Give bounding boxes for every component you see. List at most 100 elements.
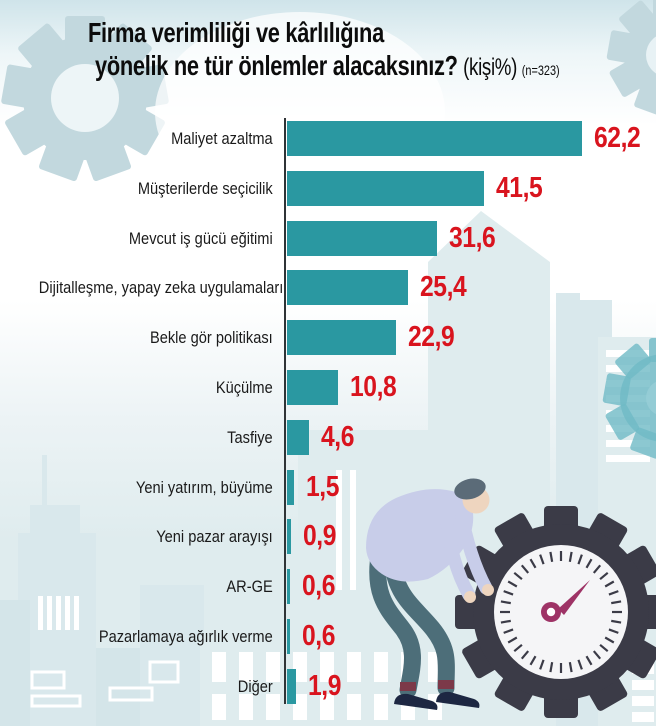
- window-shape: [606, 440, 650, 447]
- chart-title-line1: Firma verimliliği ve kârlılığına: [88, 17, 384, 48]
- window-shape: [212, 694, 226, 720]
- window-shape: [266, 694, 280, 720]
- axis-line: [284, 118, 286, 704]
- category-label: Tasfiye: [227, 427, 273, 447]
- gauge-tick: [549, 551, 554, 562]
- bar: [287, 569, 290, 605]
- window-shape: [606, 455, 650, 462]
- window-shape: [320, 652, 334, 682]
- value-label: 4,6: [320, 420, 354, 453]
- gauge-tick: [520, 650, 530, 660]
- gear-icon: [606, 0, 656, 116]
- worker-arm: [439, 507, 476, 602]
- building-windows: [336, 470, 356, 590]
- category-label: AR-GE: [226, 577, 273, 597]
- bar: [287, 320, 396, 356]
- gauge-tick: [599, 643, 609, 653]
- gauge-tick: [529, 655, 537, 666]
- window-shape: [56, 596, 61, 630]
- chart-title-text: yönelik ne tür önlemler alacaksınız?: [95, 50, 458, 81]
- gauge-tick: [592, 650, 602, 660]
- bar: [287, 220, 438, 256]
- window-shape: [320, 694, 334, 720]
- gauge-tick: [604, 580, 615, 588]
- window-shape: [347, 694, 361, 720]
- value-label: 1,9: [308, 669, 342, 702]
- window-shape: [266, 652, 280, 682]
- gauge-tick: [585, 558, 593, 569]
- gauge-tick: [500, 600, 511, 605]
- gauge-tick: [539, 554, 545, 565]
- bar-row: Bekle gör politikası 22,9: [0, 320, 656, 356]
- gauge-tick: [507, 580, 518, 588]
- gauge-tick: [577, 659, 583, 670]
- bar-row: Diğer 1,9: [0, 668, 656, 704]
- value-label: 1,5: [306, 470, 340, 503]
- worker-illustration: [366, 478, 494, 710]
- gauge-tick: [599, 571, 609, 581]
- window-shape: [632, 712, 654, 722]
- worker-leg: [383, 543, 455, 697]
- gauge-tick: [513, 643, 523, 653]
- category-label: Mevcut iş gücü eğitimi: [128, 228, 273, 248]
- bar-row: Küçülme 10,8: [0, 370, 656, 405]
- gauge-tick: [611, 600, 622, 605]
- bar: [287, 469, 295, 505]
- bar: [287, 270, 408, 306]
- chart-title-line2: yönelik ne tür önlemler alacaksınız? (kiş…: [88, 49, 560, 87]
- bar: [287, 519, 292, 555]
- gauge-tick: [577, 554, 583, 565]
- category-label: Yeni yatırım, büyüme: [135, 477, 273, 497]
- value-label: 0,6: [302, 620, 336, 652]
- building-windows: [30, 660, 180, 708]
- unit-note: (kişi%): [463, 54, 518, 81]
- value-label: 62,2: [594, 122, 641, 154]
- bar-row: Yeni yatırım, büyüme 1,5: [0, 469, 656, 505]
- gauge-tick: [539, 659, 545, 670]
- gear-icon: [602, 338, 656, 459]
- bar-row: Tasfiye 4,6: [0, 419, 656, 455]
- category-label: Dijitalleşme, yapay zeka uygulamaları: [38, 278, 284, 298]
- bar-row: Yeni pazar arayışı 0,9: [0, 519, 656, 555]
- gauge-tick: [568, 662, 573, 673]
- window-shape: [38, 596, 43, 630]
- gauge-tick: [513, 571, 523, 581]
- building: [140, 585, 204, 726]
- worker-shoe: [394, 693, 438, 710]
- chart-header: Firma verimliliği ve kârlılığına yönelik…: [88, 16, 656, 87]
- window-shape: [374, 694, 388, 720]
- sample-size-note: (n=323): [521, 62, 560, 78]
- window-shape: [239, 694, 253, 720]
- gauge-tick: [503, 628, 514, 634]
- gauge-gear-icon: [455, 506, 656, 718]
- gear-icon: [1, 16, 169, 182]
- gear-icon: [1, 0, 656, 182]
- window-shape: [632, 680, 654, 690]
- worker-shoe: [436, 691, 480, 708]
- gauge-needle-icon: [558, 580, 590, 615]
- window-shape: [632, 696, 654, 706]
- bar: [287, 419, 309, 455]
- worker-leg: [369, 541, 421, 699]
- gauge-tick: [549, 662, 554, 673]
- category-label: Diğer: [237, 676, 273, 696]
- window-shape: [239, 652, 253, 682]
- worker-hair: [454, 478, 486, 500]
- highlight-circle: [155, 12, 445, 212]
- bar: [287, 668, 297, 704]
- gauge-tick: [507, 636, 518, 644]
- window-shape: [65, 596, 70, 630]
- category-label: Yeni pazar arayışı: [156, 527, 273, 547]
- bar: [287, 121, 583, 156]
- bar-row: Dijitalleşme, yapay zeka uygulamaları 25,…: [0, 270, 656, 306]
- category-label: Maliyet azaltma: [171, 129, 273, 148]
- bar: [287, 370, 339, 405]
- bar-row: Müşterilerde seçicilik 41,5: [0, 170, 656, 206]
- category-label: Bekle gör politikası: [149, 328, 273, 348]
- bar: [287, 619, 290, 654]
- window-shape: [47, 596, 52, 630]
- value-label: 31,6: [449, 221, 496, 254]
- gauge-tick: [604, 636, 615, 644]
- worker-hand: [464, 591, 476, 603]
